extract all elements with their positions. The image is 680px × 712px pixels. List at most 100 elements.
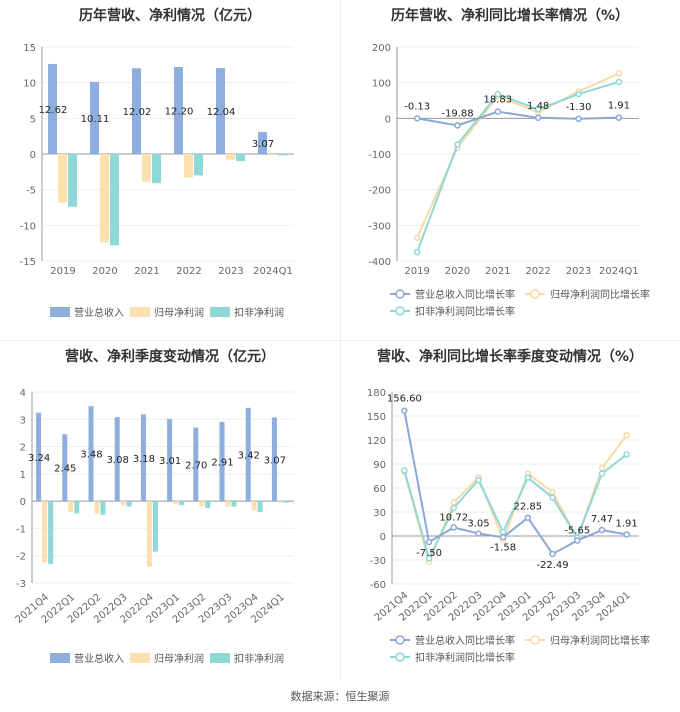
x-tick-label: 2024Q1 [253, 266, 293, 277]
legend-label: 营业总收入同比增长率 [415, 634, 515, 647]
x-tick-label: 2022 [525, 266, 550, 277]
y-tick-label: 5 [30, 114, 36, 125]
data-point [401, 467, 408, 474]
data-label: 12.62 [39, 105, 68, 116]
bar-net-profit [68, 501, 74, 513]
y-tick-label: -15 [20, 257, 36, 268]
legend-label: 归母净利润 [154, 306, 204, 319]
legend-marker [530, 289, 540, 299]
bar-deducted-profit [68, 154, 77, 207]
data-label: 12.04 [207, 107, 236, 118]
annual-revenue-profit-panel: 历年营收、净利情况（亿元） 15 10 5 0 -5 -10 -15 12.62 10.11 12… [0, 0, 340, 340]
legend-label: 归母净利润 [154, 652, 204, 665]
bar-net-profit [277, 501, 283, 503]
y-tick-label: 200 [372, 43, 391, 54]
data-point [499, 534, 507, 541]
data-label: 3.08 [107, 455, 129, 466]
x-tick-label: 2024Q1 [599, 266, 639, 277]
bar-deducted-profit [48, 501, 54, 564]
data-point [413, 234, 421, 242]
annual-growth-panel: 历年营收、净利同比增长率情况（%） 200 100 0 -100 -200 -300 -40… [340, 0, 680, 340]
bar-deducted-profit [152, 501, 158, 552]
bar-revenue [36, 412, 42, 502]
y-tick-label: 30 [373, 508, 386, 519]
legend-swatch [130, 307, 150, 317]
legend-label: 营业总收入 [74, 652, 124, 665]
data-label: 1.91 [608, 101, 630, 112]
legend-swatch [50, 307, 70, 317]
data-point [413, 115, 421, 122]
data-point [615, 114, 623, 121]
bar-revenue [132, 68, 141, 154]
bar-net-profit [225, 501, 231, 507]
y-tick-label: 2 [20, 443, 26, 454]
bar-deducted-profit [74, 501, 80, 514]
x-tick-label: 2023 [218, 266, 243, 277]
data-label: -19.88 [441, 108, 473, 119]
data-point [425, 538, 433, 546]
bar-revenue [90, 81, 99, 154]
legend-marker [395, 289, 405, 299]
bar-net-profit [142, 154, 151, 182]
bar-net-profit [146, 501, 152, 567]
legend-label: 归母净利润同比增长率 [550, 288, 650, 301]
data-point [401, 407, 408, 414]
y-tick-label: -1 [16, 524, 26, 535]
data-label: -1.30 [566, 102, 592, 113]
bar-revenue [140, 414, 146, 502]
legend-label: 扣非净利润同比增长率 [415, 305, 515, 318]
legend-label: 扣非净利润 [234, 306, 284, 319]
bar-revenue [258, 132, 267, 154]
data-label: 22.85 [514, 502, 543, 513]
bar-net-profit [120, 501, 126, 506]
legend-marker [395, 652, 405, 662]
y-tick-label: 4 [20, 388, 26, 399]
data-point [499, 528, 507, 536]
data-label: 12.02 [123, 107, 152, 118]
bar-revenue [62, 434, 68, 502]
data-label: 10.72 [439, 512, 468, 523]
bar-revenue [88, 406, 94, 502]
x-tick-label: 2019 [50, 266, 75, 277]
quarterly-line-chart: 180 150 120 90 60 30 0 -30 -60 156.60 -7.50 10.723.… [367, 388, 650, 664]
legend-label: 扣非净利润 [234, 652, 284, 665]
quarterly-growth-panel: 营收、净利同比增长率季度变动情况（%） 180 150 120 90 60 30 0 -30 -… [340, 340, 680, 680]
data-label: 3.07 [264, 455, 286, 466]
y-tick-label: -3 [16, 579, 26, 590]
bar-net-profit [58, 154, 67, 203]
bar-deducted-profit [278, 154, 287, 156]
data-label: 3.42 [238, 450, 260, 461]
bar-revenue [114, 417, 120, 502]
bar-revenue [167, 419, 173, 502]
data-point [450, 524, 457, 531]
y-tick-label: 1 [20, 470, 26, 481]
x-tick-label: 2021 [134, 266, 159, 277]
horizontal-divider [0, 340, 680, 341]
bar-deducted-profit [205, 501, 211, 508]
data-point [475, 476, 482, 484]
bar-net-profit [100, 154, 109, 243]
legend-label: 营业总收入 [74, 306, 124, 319]
y-tick-label: 150 [367, 412, 386, 423]
data-label: 3.01 [159, 456, 181, 467]
x-tick-label: 2023 [566, 266, 591, 277]
bar-net-profit [268, 154, 277, 156]
chart-title: 营收、净利同比增长率季度变动情况（%） [376, 349, 644, 365]
y-tick-label: 90 [373, 460, 386, 471]
y-tick-label: 0 [385, 114, 391, 125]
bar-deducted-profit [126, 501, 132, 507]
bar-revenue [219, 421, 225, 502]
y-tick-label: 100 [372, 79, 391, 90]
bar-revenue [193, 427, 199, 502]
annual-line-chart: 200 100 0 -100 -200 -300 -400 -0.13 -19.88 18.83 1… [368, 43, 650, 318]
bar-net-profit [226, 154, 235, 160]
x-tick-label: 2020 [445, 266, 470, 277]
legend-marker [395, 306, 405, 316]
bar-revenue [216, 68, 225, 154]
data-point [534, 106, 542, 113]
data-label: 3.48 [80, 450, 102, 461]
data-label: 3.07 [252, 139, 274, 150]
chart-title: 营收、净利季度变动情况（亿元） [65, 349, 275, 365]
data-label: -22.49 [536, 560, 568, 571]
bar-deducted-profit [257, 501, 263, 513]
